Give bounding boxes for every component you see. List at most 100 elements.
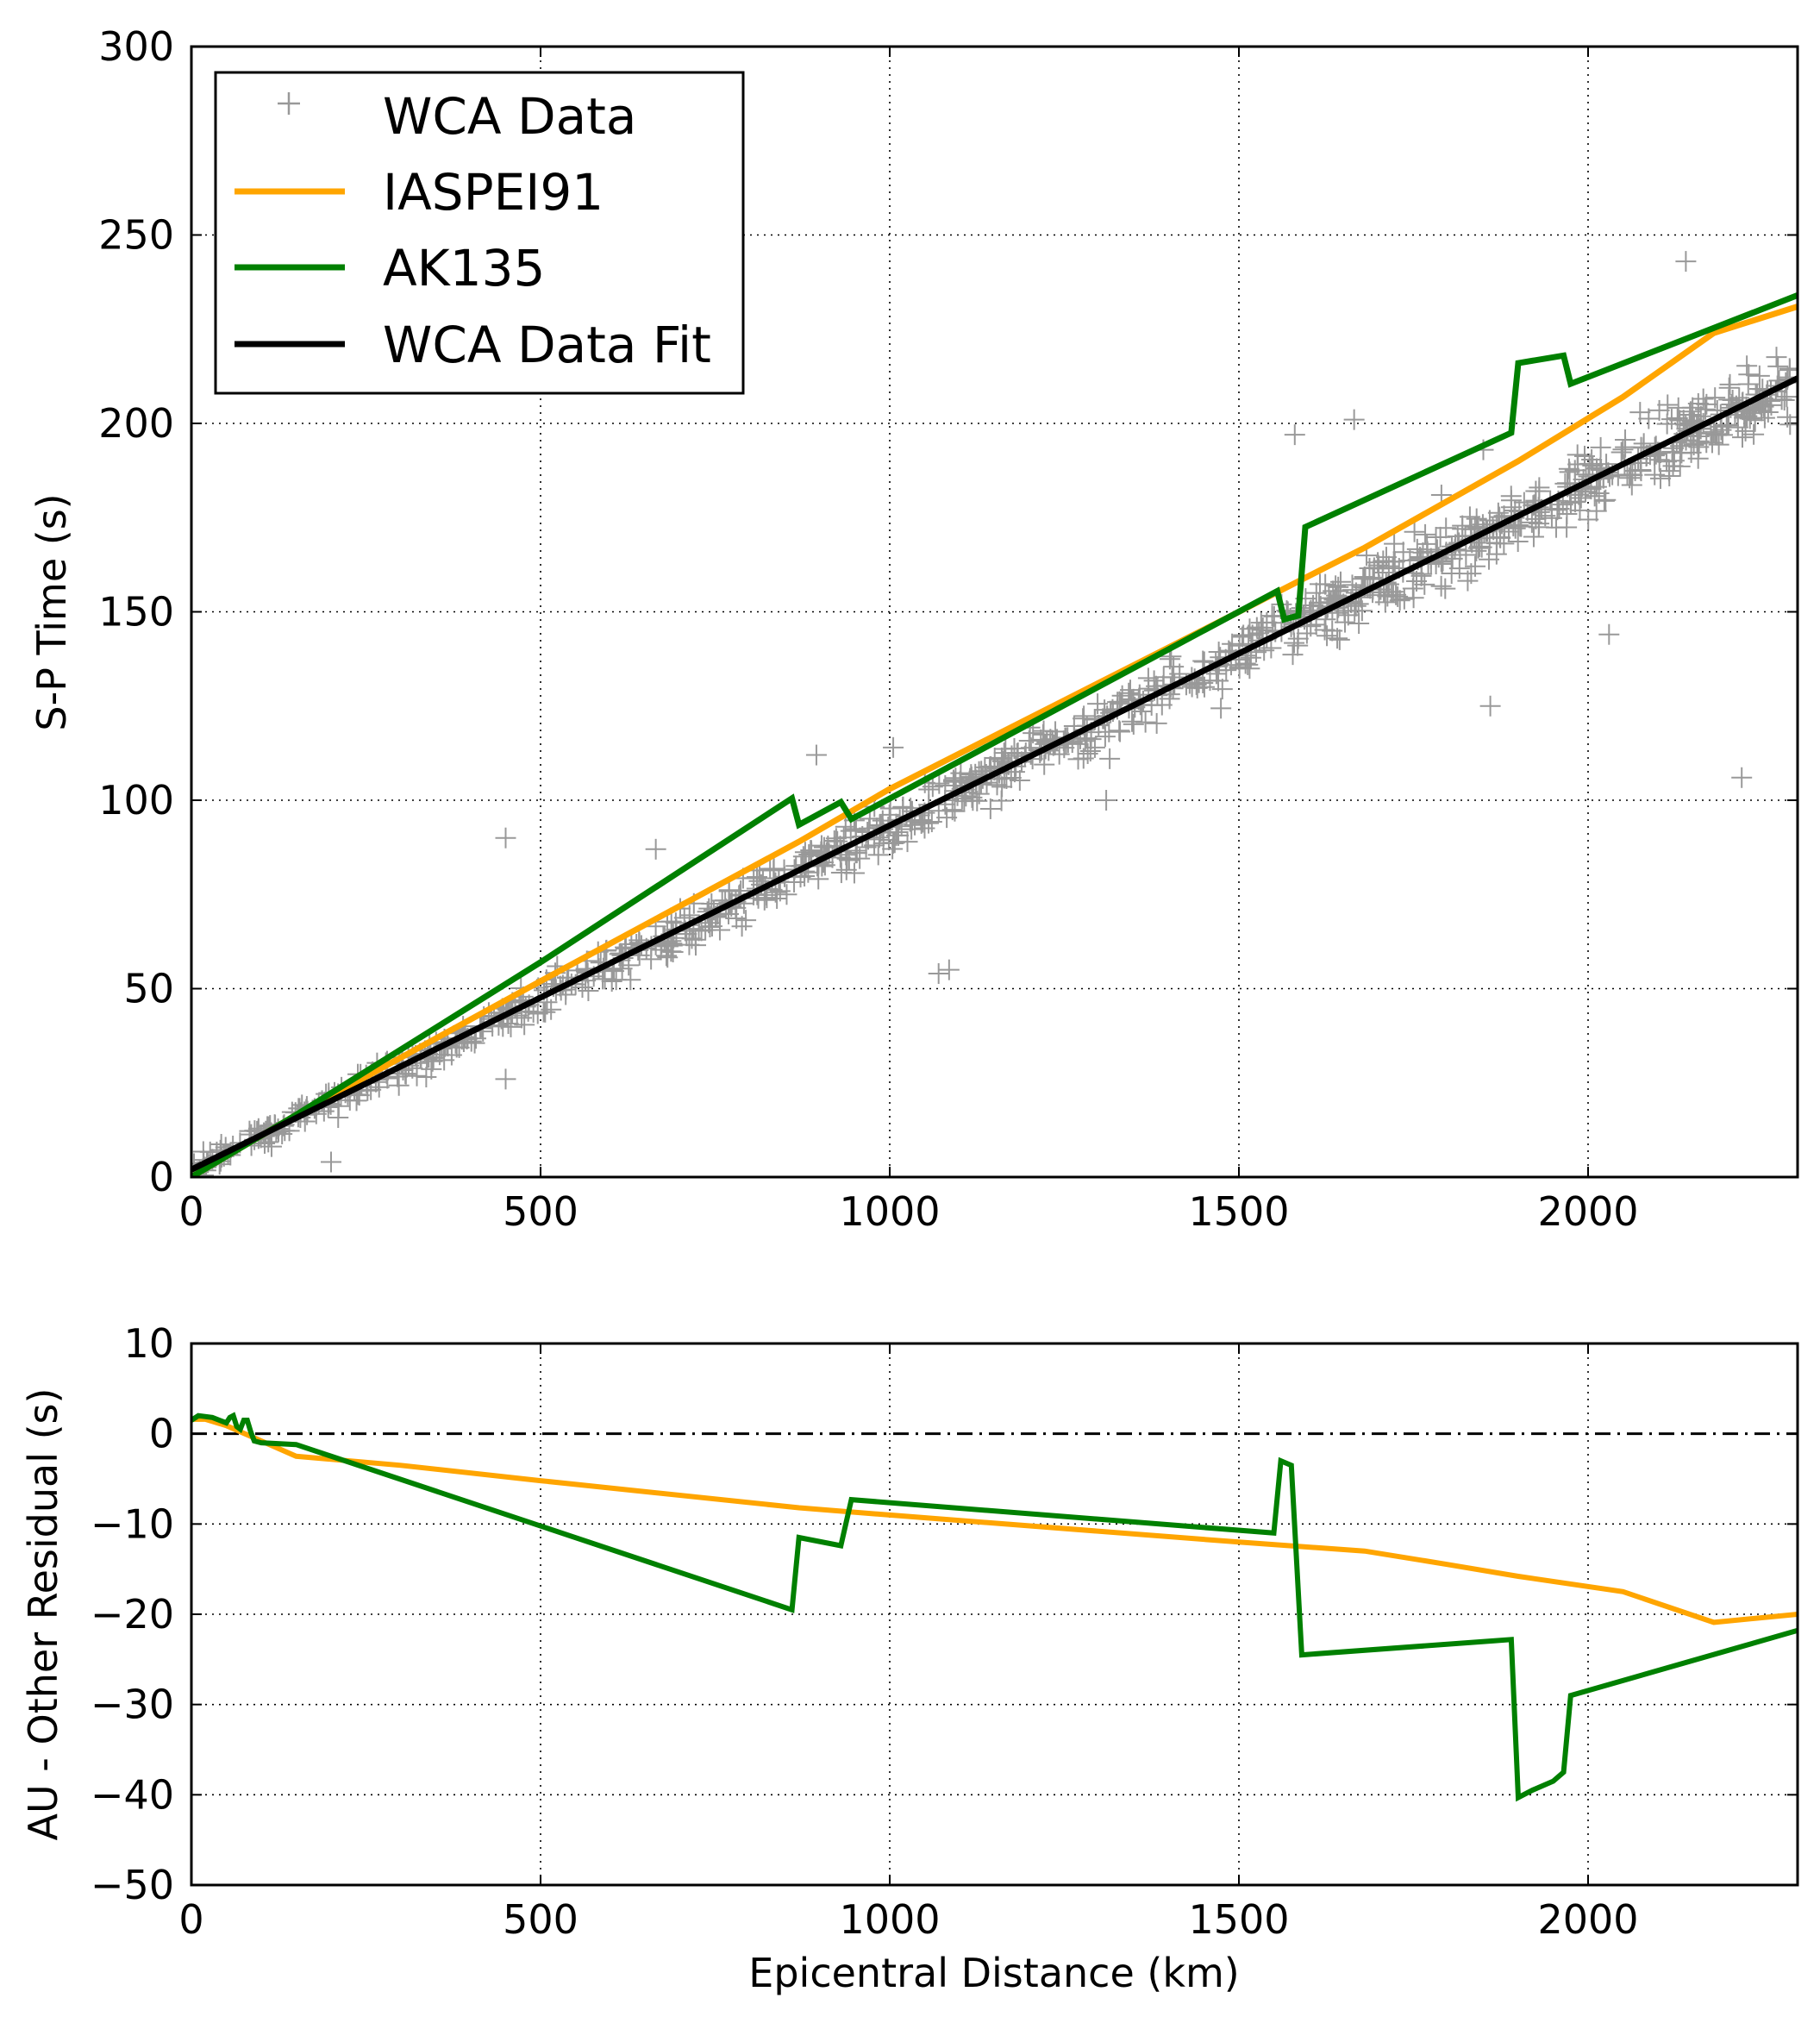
scatter-point	[763, 860, 785, 881]
scatter-point	[1468, 536, 1490, 557]
scatter-point	[1216, 660, 1237, 681]
top-y-tick-label: 250	[98, 212, 174, 259]
bottom-y-tick-label: −30	[91, 1682, 174, 1728]
top-chart-panel: 0 500 1000 1500 2000 0 50 100 150 200 250 300 S-P T…	[28, 23, 1799, 1235]
scatter-point	[1500, 490, 1522, 511]
scatter-point	[1250, 612, 1272, 634]
scatter-point	[464, 1032, 485, 1054]
scatter-point	[1098, 721, 1120, 742]
top-y-tick-label: 300	[98, 23, 174, 70]
scatter-point	[1624, 460, 1646, 481]
scatter-point	[1748, 365, 1770, 386]
scatter-point	[620, 969, 641, 991]
scatter-point	[1545, 517, 1567, 538]
scatter-point	[1696, 432, 1717, 454]
scatter-point	[416, 1067, 437, 1088]
top-x-tick-label: 0	[178, 1188, 203, 1235]
scatter-point	[823, 830, 845, 852]
scatter-point	[1753, 395, 1774, 416]
scatter-point	[1771, 389, 1792, 410]
scatter-point	[1239, 658, 1260, 680]
legend: WCA Data IASPEI91 AK135 WCA Data Fit	[214, 71, 745, 395]
scatter-point	[769, 880, 791, 902]
scatter-point	[1430, 575, 1452, 597]
scatter-point	[1630, 459, 1652, 480]
scatter-point	[808, 868, 829, 890]
scatter-point	[1328, 576, 1349, 598]
scatter-point	[979, 798, 1001, 819]
x-axis-title: Epicentral Distance (km)	[748, 1950, 1239, 1996]
top-x-tick-label: 500	[503, 1188, 579, 1235]
bottom-y-tick-label: 10	[123, 1320, 174, 1367]
legend-item-iaspei91: IASPEI91	[235, 163, 604, 222]
scatter-point	[655, 945, 677, 967]
bottom-x-tick-label: 2000	[1537, 1896, 1638, 1943]
bottom-y-axis-title: AU - Other Residual (s)	[20, 1388, 66, 1841]
scatter-point	[1692, 388, 1714, 410]
scatter-point	[1305, 582, 1327, 604]
legend-item-wca-data-fit: WCA Data Fit	[235, 316, 711, 374]
scatter-point	[845, 818, 866, 840]
scatter-point	[1111, 685, 1133, 706]
scatter-point	[1656, 413, 1678, 435]
scatter-point	[1441, 563, 1462, 585]
scatter-point	[1552, 494, 1573, 516]
scatter-point	[974, 756, 996, 778]
bottom-y-tick-label: 0	[149, 1411, 174, 1457]
bottom-chart-panel: 0 500 1000 1500 2000 10 0 −10 −20 −30 −40 −50 AU - …	[20, 1320, 1799, 1996]
scatter-point	[1094, 726, 1116, 748]
bottom-y-tick-label: −10	[91, 1500, 174, 1547]
scatter-point	[592, 968, 614, 990]
scatter-point	[1686, 433, 1708, 454]
scatter-point	[867, 844, 889, 866]
scatter-point	[500, 1016, 522, 1037]
scatter-point	[830, 862, 852, 884]
legend-item-wca-data: WCA Data	[278, 87, 636, 146]
top-tick-labels: 0 500 1000 1500 2000 0 50 100 150 200 250 300	[98, 23, 1638, 1235]
bottom-axes-frame	[190, 1342, 1799, 1887]
scatter-point	[735, 910, 757, 931]
scatter-point	[1135, 711, 1156, 733]
legend-label-ak135: AK135	[383, 239, 545, 298]
scatter-point	[1598, 623, 1620, 645]
scatter-point	[1231, 626, 1253, 648]
scatter-point	[1143, 670, 1165, 692]
scatter-point	[801, 842, 822, 864]
scatter-point	[1718, 377, 1740, 398]
scatter-point	[495, 1068, 516, 1090]
top-x-tick-label: 1000	[839, 1188, 940, 1235]
scatter-point	[1109, 720, 1130, 742]
scatter-point	[1776, 386, 1798, 408]
scatter-point	[882, 838, 904, 860]
scatter-point	[743, 867, 765, 889]
scatter-point	[1314, 619, 1335, 641]
scatter-point	[1343, 409, 1365, 430]
scatter-point	[1023, 723, 1044, 744]
bottom-y-tick-label: −50	[91, 1862, 174, 1908]
legend-marker-plus	[278, 92, 300, 115]
scatter-point	[1584, 485, 1605, 507]
scatter-point	[1435, 578, 1456, 599]
scatter-point	[1675, 251, 1697, 272]
scatter-point	[1593, 490, 1615, 511]
bottom-x-tick-label: 1500	[1188, 1896, 1289, 1943]
scatter-point	[1489, 526, 1510, 548]
scatter-point	[1735, 420, 1756, 442]
scatter-point	[1529, 480, 1550, 502]
scatter-point	[645, 838, 666, 860]
top-series-lines	[191, 292, 1798, 1177]
scatter-point	[938, 959, 960, 980]
scatter-point	[1644, 464, 1666, 485]
scatter-point	[660, 911, 682, 932]
scatter-point	[1578, 509, 1599, 530]
scatter-point	[1151, 694, 1173, 716]
scatter-point	[718, 880, 740, 901]
scatter-point	[1465, 555, 1486, 577]
scatter-point	[495, 827, 516, 849]
scatter-point	[1415, 523, 1436, 545]
scatter-point	[1560, 492, 1581, 514]
scatter-point	[1743, 423, 1765, 445]
scatter-point	[1559, 461, 1580, 483]
line-series-wca-data-fit	[191, 375, 1798, 1173]
scatter-point	[1510, 516, 1532, 537]
